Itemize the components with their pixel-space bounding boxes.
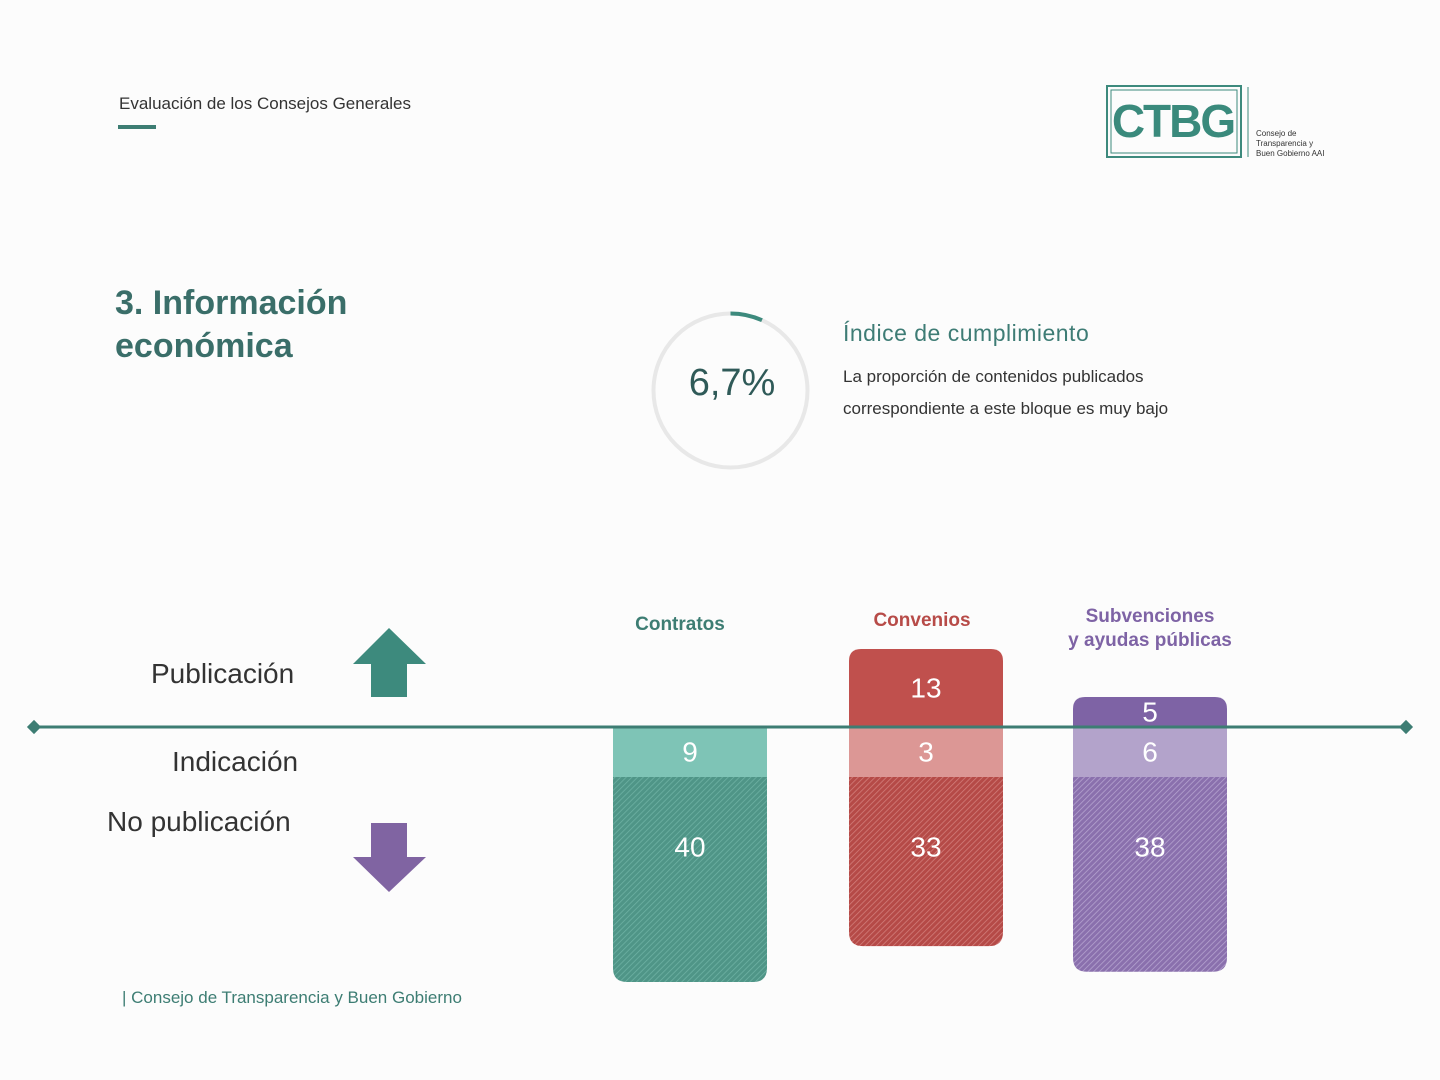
gauge-value: 6,7%: [688, 362, 776, 404]
bar-convenios-indicacion: [849, 727, 1003, 777]
label-convenios-indicacion: 3: [918, 736, 934, 767]
row-label-no-publicacion: No publicación: [107, 806, 291, 837]
header-rule: [118, 125, 156, 129]
down-arrow-icon: [353, 823, 426, 892]
header-title: Evaluación de los Consejos Generales: [119, 94, 412, 113]
label-contratos-no-publicacion: 40: [674, 831, 705, 862]
axis-end-right: [1398, 719, 1414, 735]
row-label-publicacion: Publicación: [151, 658, 295, 689]
category-convenios: Convenios: [873, 610, 971, 631]
axis-end-left: [26, 719, 42, 735]
logo-subtitle-1: Consejo de: [1256, 129, 1297, 138]
bar-contratos-no-publicacion: [613, 777, 767, 982]
compliance-gauge: [651, 311, 810, 470]
footer-text: | Consejo de Transparencia y Buen Gobier…: [122, 988, 462, 1007]
logo-subtitle-3: Buen Gobierno AAI: [1256, 149, 1325, 158]
gauge-arc: [730, 311, 763, 323]
label-contratos-indicacion: 9: [682, 736, 698, 767]
bar-contratos-indicacion: [613, 727, 767, 777]
bar-convenios-publicacion: [849, 649, 1003, 727]
row-label-indicacion: Indicación: [172, 746, 299, 777]
label-subvenciones-publicacion: 5: [1142, 696, 1158, 727]
up-arrow-icon: [353, 628, 426, 697]
category-contratos: Contratos: [635, 614, 725, 635]
bar-subvenciones-no-publicacion: [1073, 777, 1227, 972]
label-convenios-publicacion: 13: [910, 672, 941, 703]
bar-subvenciones-publicacion: [1073, 697, 1227, 727]
section-title: 3. Información económica: [115, 284, 348, 365]
ctbg-logo: CTBG Consejo de Transparencia y Buen Gob…: [1106, 85, 1325, 158]
index-title: Índice de cumplimiento: [843, 320, 1090, 346]
logo-subtitle-2: Transparencia y: [1256, 139, 1313, 148]
bar-subvenciones-indicacion: [1073, 727, 1227, 777]
label-convenios-no-publicacion: 33: [910, 831, 941, 862]
label-subvenciones-indicacion: 6: [1142, 736, 1158, 767]
label-subvenciones-no-publicacion: 38: [1134, 831, 1165, 862]
index-description: La proporción de contenidos publicados c…: [843, 367, 1169, 418]
logo-text: CTBG: [1112, 95, 1234, 147]
bar-convenios-no-publicacion: [849, 777, 1003, 947]
category-subvenciones: Subvenciones y ayudas públicas: [1068, 606, 1232, 651]
